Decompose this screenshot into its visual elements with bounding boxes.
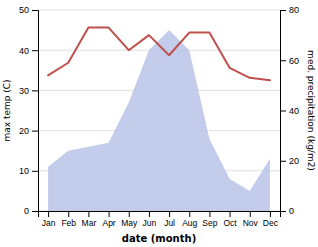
y-axis-title: max temp (C) <box>2 79 12 141</box>
tick-mark <box>109 211 110 217</box>
tick-label: 40 <box>19 46 29 56</box>
tick: May <box>121 211 138 228</box>
tick-label: May <box>121 218 138 228</box>
x-axis: Jan Feb Mar Apr May Jun Jul Aug Sep Oct Nov Dec <box>39 211 281 228</box>
tick-mark <box>280 161 286 162</box>
tick-mark <box>32 171 38 172</box>
tick-mark <box>230 211 231 217</box>
tick-label: 0 <box>24 206 29 216</box>
tick-label: 10 <box>19 166 29 176</box>
tick-label: Jul <box>164 218 175 228</box>
tick-mark <box>68 211 69 217</box>
tick: Jun <box>143 211 157 228</box>
grid <box>38 10 280 211</box>
tick-label: Nov <box>243 218 259 228</box>
y2-axis-title: med. precipitation (kg/m2) <box>306 50 316 171</box>
chart: Jan Feb Mar Apr May Jun Jul Aug Sep Oct Nov Dec 0 10 2… <box>0 0 318 247</box>
tick-mark <box>280 60 286 61</box>
tick: Aug <box>182 211 197 228</box>
tick: 0 <box>280 206 294 216</box>
y2-axis: 0 20 40 60 80 <box>280 5 299 216</box>
tick-mark <box>280 211 286 212</box>
tick: 60 <box>280 56 299 66</box>
tick: 80 <box>280 5 299 15</box>
tick-label: Feb <box>61 218 76 228</box>
tick-label: Dec <box>263 218 279 228</box>
tick-mark <box>189 211 190 217</box>
tick-mark <box>280 10 286 11</box>
axis-line <box>39 212 281 218</box>
plot: Jan Feb Mar Apr May Jun Jul Aug Sep Oct Nov Dec 0 10 2… <box>19 5 299 228</box>
tick-label: Apr <box>102 218 115 228</box>
tick-mark <box>169 211 170 217</box>
tick: Feb <box>61 211 76 228</box>
tick: Apr <box>102 211 115 228</box>
marks <box>48 28 270 211</box>
tick-mark <box>280 111 286 112</box>
tick-mark <box>250 211 251 217</box>
tick-label: 40 <box>289 106 299 116</box>
tick-mark <box>270 211 271 217</box>
tick: Nov <box>243 211 259 228</box>
tick: Oct <box>223 211 237 228</box>
tick-label: Mar <box>82 218 97 228</box>
tick-mark <box>32 10 38 11</box>
tick-label: 60 <box>289 56 299 66</box>
tick-mark <box>209 211 210 217</box>
tick-mark <box>32 211 38 212</box>
tick: Mar <box>82 211 97 228</box>
line <box>48 28 270 81</box>
tick-mark <box>88 211 89 217</box>
tick: 50 <box>19 5 38 15</box>
x-axis-title: date (month) <box>122 233 196 244</box>
tick-label: Jun <box>143 218 157 228</box>
tick-mark <box>149 211 150 217</box>
tick: Jul <box>164 211 175 228</box>
tick-label: 30 <box>19 86 29 96</box>
area <box>48 30 270 211</box>
tick-label: Oct <box>223 218 237 228</box>
tick: Sep <box>202 211 217 228</box>
tick: 20 <box>19 126 38 136</box>
tick: 20 <box>280 156 299 166</box>
tick-label: 20 <box>19 126 29 136</box>
tick-mark <box>32 90 38 91</box>
tick-mark <box>32 131 38 132</box>
tick: 0 <box>24 206 38 216</box>
tick-mark <box>32 50 38 51</box>
tick-mark <box>129 211 130 217</box>
tick-label: Jan <box>42 218 56 228</box>
tick: 10 <box>19 166 38 176</box>
tick-label: Sep <box>202 218 217 228</box>
y-axis: 0 10 20 30 40 50 <box>19 5 39 216</box>
grid-line <box>38 10 280 11</box>
tick: Dec <box>263 211 279 228</box>
tick-label: Aug <box>182 218 197 228</box>
tick-mark <box>48 211 49 217</box>
tick-label: 0 <box>289 206 294 216</box>
tick: 30 <box>19 86 38 96</box>
tick: 40 <box>19 46 38 56</box>
tick: Jan <box>42 211 56 228</box>
tick-label: 50 <box>19 5 29 15</box>
tick-label: 80 <box>289 5 299 15</box>
axis-line <box>32 11 39 212</box>
axis-line <box>281 11 287 212</box>
tick-label: 20 <box>289 156 299 166</box>
tick: 40 <box>280 106 299 116</box>
